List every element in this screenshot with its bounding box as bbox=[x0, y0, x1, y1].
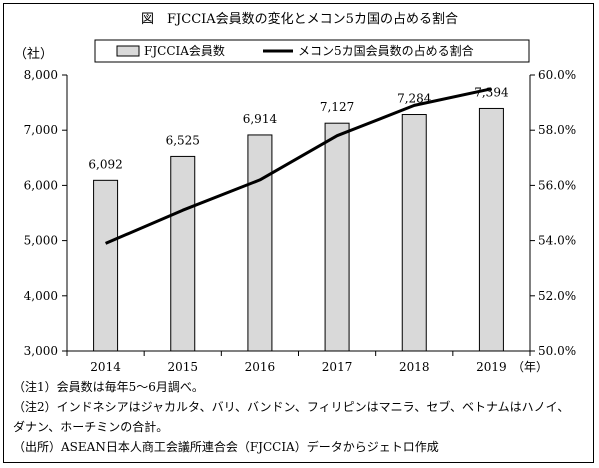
y-left-tick-label: 8,000 bbox=[24, 68, 58, 82]
bar bbox=[247, 134, 273, 352]
y-left-tick-label: 3,000 bbox=[24, 344, 58, 358]
bar bbox=[324, 122, 350, 352]
y-right-tick-label: 52.0% bbox=[538, 289, 576, 303]
y-left-tick-label: 7,000 bbox=[24, 123, 58, 137]
bar bbox=[478, 107, 504, 352]
note-1: （注1）会員数は毎年5～6月調べ。 bbox=[13, 380, 204, 394]
legend-box bbox=[94, 39, 530, 63]
legend-bar-label: FJCCIA会員数 bbox=[144, 43, 225, 58]
source-note: （出所）ASEAN日本人商工会議所連合会（FJCCIA）データからジェトロ作成 bbox=[13, 440, 439, 454]
chart-title: 図 FJCCIA会員数の変化とメコン5カ国の占める割合 bbox=[141, 12, 458, 27]
legend-line-label: メコン5カ国会員数の占める割合 bbox=[298, 43, 474, 58]
bar-data-label: 6,914 bbox=[243, 112, 278, 126]
y-left-tick-label: 4,000 bbox=[24, 289, 58, 303]
share-line bbox=[105, 87, 492, 245]
bar bbox=[93, 179, 119, 352]
bar bbox=[401, 114, 427, 352]
note-3: ダナン、ホーチミンの合計。 bbox=[13, 420, 169, 434]
y-right-tick-label: 60.0% bbox=[538, 68, 576, 82]
legend-bar-swatch bbox=[116, 45, 140, 57]
x-tick-label: 2016 bbox=[245, 360, 276, 374]
x-tick-label: 2015 bbox=[167, 360, 198, 374]
bar-data-label: 7,127 bbox=[320, 100, 354, 114]
bar-data-label: 7,394 bbox=[474, 85, 509, 99]
bar-data-label: 6,525 bbox=[166, 133, 200, 147]
x-unit-label: （年） bbox=[512, 360, 548, 374]
x-tick-label: 2019 bbox=[476, 360, 507, 374]
y-right-tick-label: 54.0% bbox=[538, 234, 576, 248]
y-right-tick-label: 50.0% bbox=[538, 344, 576, 358]
y-right-tick-label: 56.0% bbox=[538, 178, 576, 192]
note-2: （注2）インドネシアはジャカルタ、バリ、バンドン、フィリピンはマニラ、セブ、ベト… bbox=[13, 400, 570, 414]
x-tick-label: 2017 bbox=[322, 360, 353, 374]
y-left-tick-label: 6,000 bbox=[24, 178, 58, 192]
y-right-tick-label: 58.0% bbox=[538, 123, 576, 137]
y-left-unit-label: （社） bbox=[14, 46, 53, 62]
bar bbox=[170, 155, 196, 352]
figure-frame bbox=[3, 3, 594, 463]
bar-data-label: 6,092 bbox=[88, 157, 122, 171]
y-left-tick-label: 5,000 bbox=[24, 234, 58, 248]
x-tick-label: 2018 bbox=[399, 360, 430, 374]
x-tick-label: 2014 bbox=[90, 360, 121, 374]
